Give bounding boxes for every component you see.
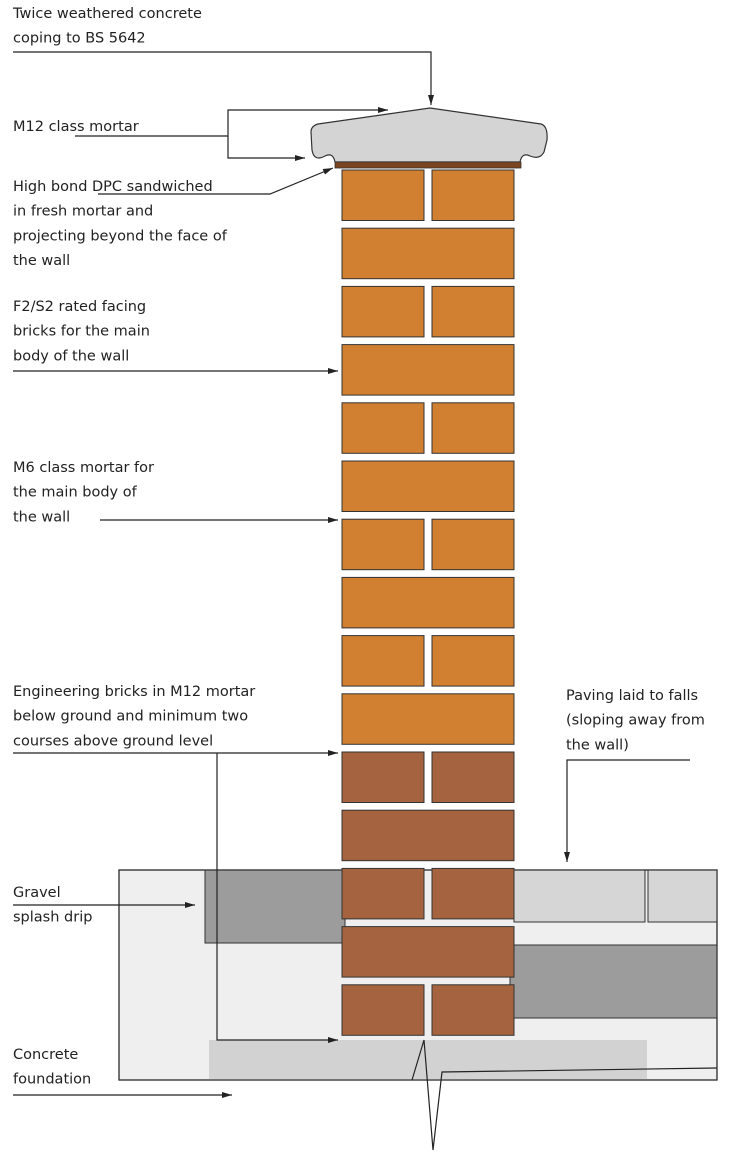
brick — [431, 518, 515, 571]
label-line: Concrete — [13, 1047, 78, 1063]
label-line: in fresh mortar and — [13, 204, 153, 220]
brick — [341, 344, 515, 396]
label-line: the wall — [13, 509, 70, 525]
label-line: the main body of — [13, 485, 138, 501]
brick — [341, 285, 425, 338]
label-line: below ground and minimum two — [13, 709, 248, 725]
label-line: M6 class mortar for — [13, 460, 154, 476]
label-line: bricks for the main — [13, 324, 150, 340]
brick — [341, 518, 425, 571]
leader-lines — [13, 51, 718, 1151]
label-line: foundation — [13, 1072, 91, 1088]
brick — [341, 809, 515, 862]
brick — [341, 693, 515, 745]
brick — [431, 635, 515, 687]
brick — [341, 576, 515, 629]
brick — [431, 751, 515, 803]
brick — [341, 751, 425, 803]
coping — [310, 107, 548, 169]
label-line: Paving laid to falls — [566, 688, 698, 704]
label-line: Gravel — [13, 885, 61, 901]
brick — [431, 984, 515, 1036]
label-line: the wall — [13, 253, 70, 269]
brick — [431, 285, 515, 338]
label-line: High bond DPC sandwiched — [13, 179, 213, 195]
label-line: body of the wall — [13, 348, 129, 364]
brick — [341, 402, 425, 454]
label-line: splash drip — [13, 910, 92, 926]
label-line: projecting beyond the face of — [13, 228, 228, 244]
brick — [431, 402, 515, 454]
brick — [341, 635, 425, 687]
brick — [341, 926, 515, 978]
brick — [341, 227, 515, 280]
brick — [341, 460, 515, 512]
label-line: the wall) — [566, 737, 629, 753]
brick — [341, 867, 425, 920]
brick — [341, 984, 425, 1036]
brick — [341, 169, 425, 221]
brick-wall — [341, 169, 515, 1036]
label-line: coping to BS 5642 — [13, 31, 146, 47]
label-line: M12 class mortar — [13, 119, 139, 135]
brick — [431, 867, 515, 920]
brick — [431, 169, 515, 221]
labels: Twice weathered concrete coping to BS 564… — [12, 6, 705, 1088]
label-line: (sloping away from — [566, 713, 705, 729]
label-line: Engineering bricks in M12 mortar — [13, 684, 255, 700]
label-line: courses above ground level — [13, 733, 213, 749]
label-line: Twice weathered concrete — [12, 6, 202, 22]
label-line: F2/S2 rated facing — [13, 299, 146, 315]
